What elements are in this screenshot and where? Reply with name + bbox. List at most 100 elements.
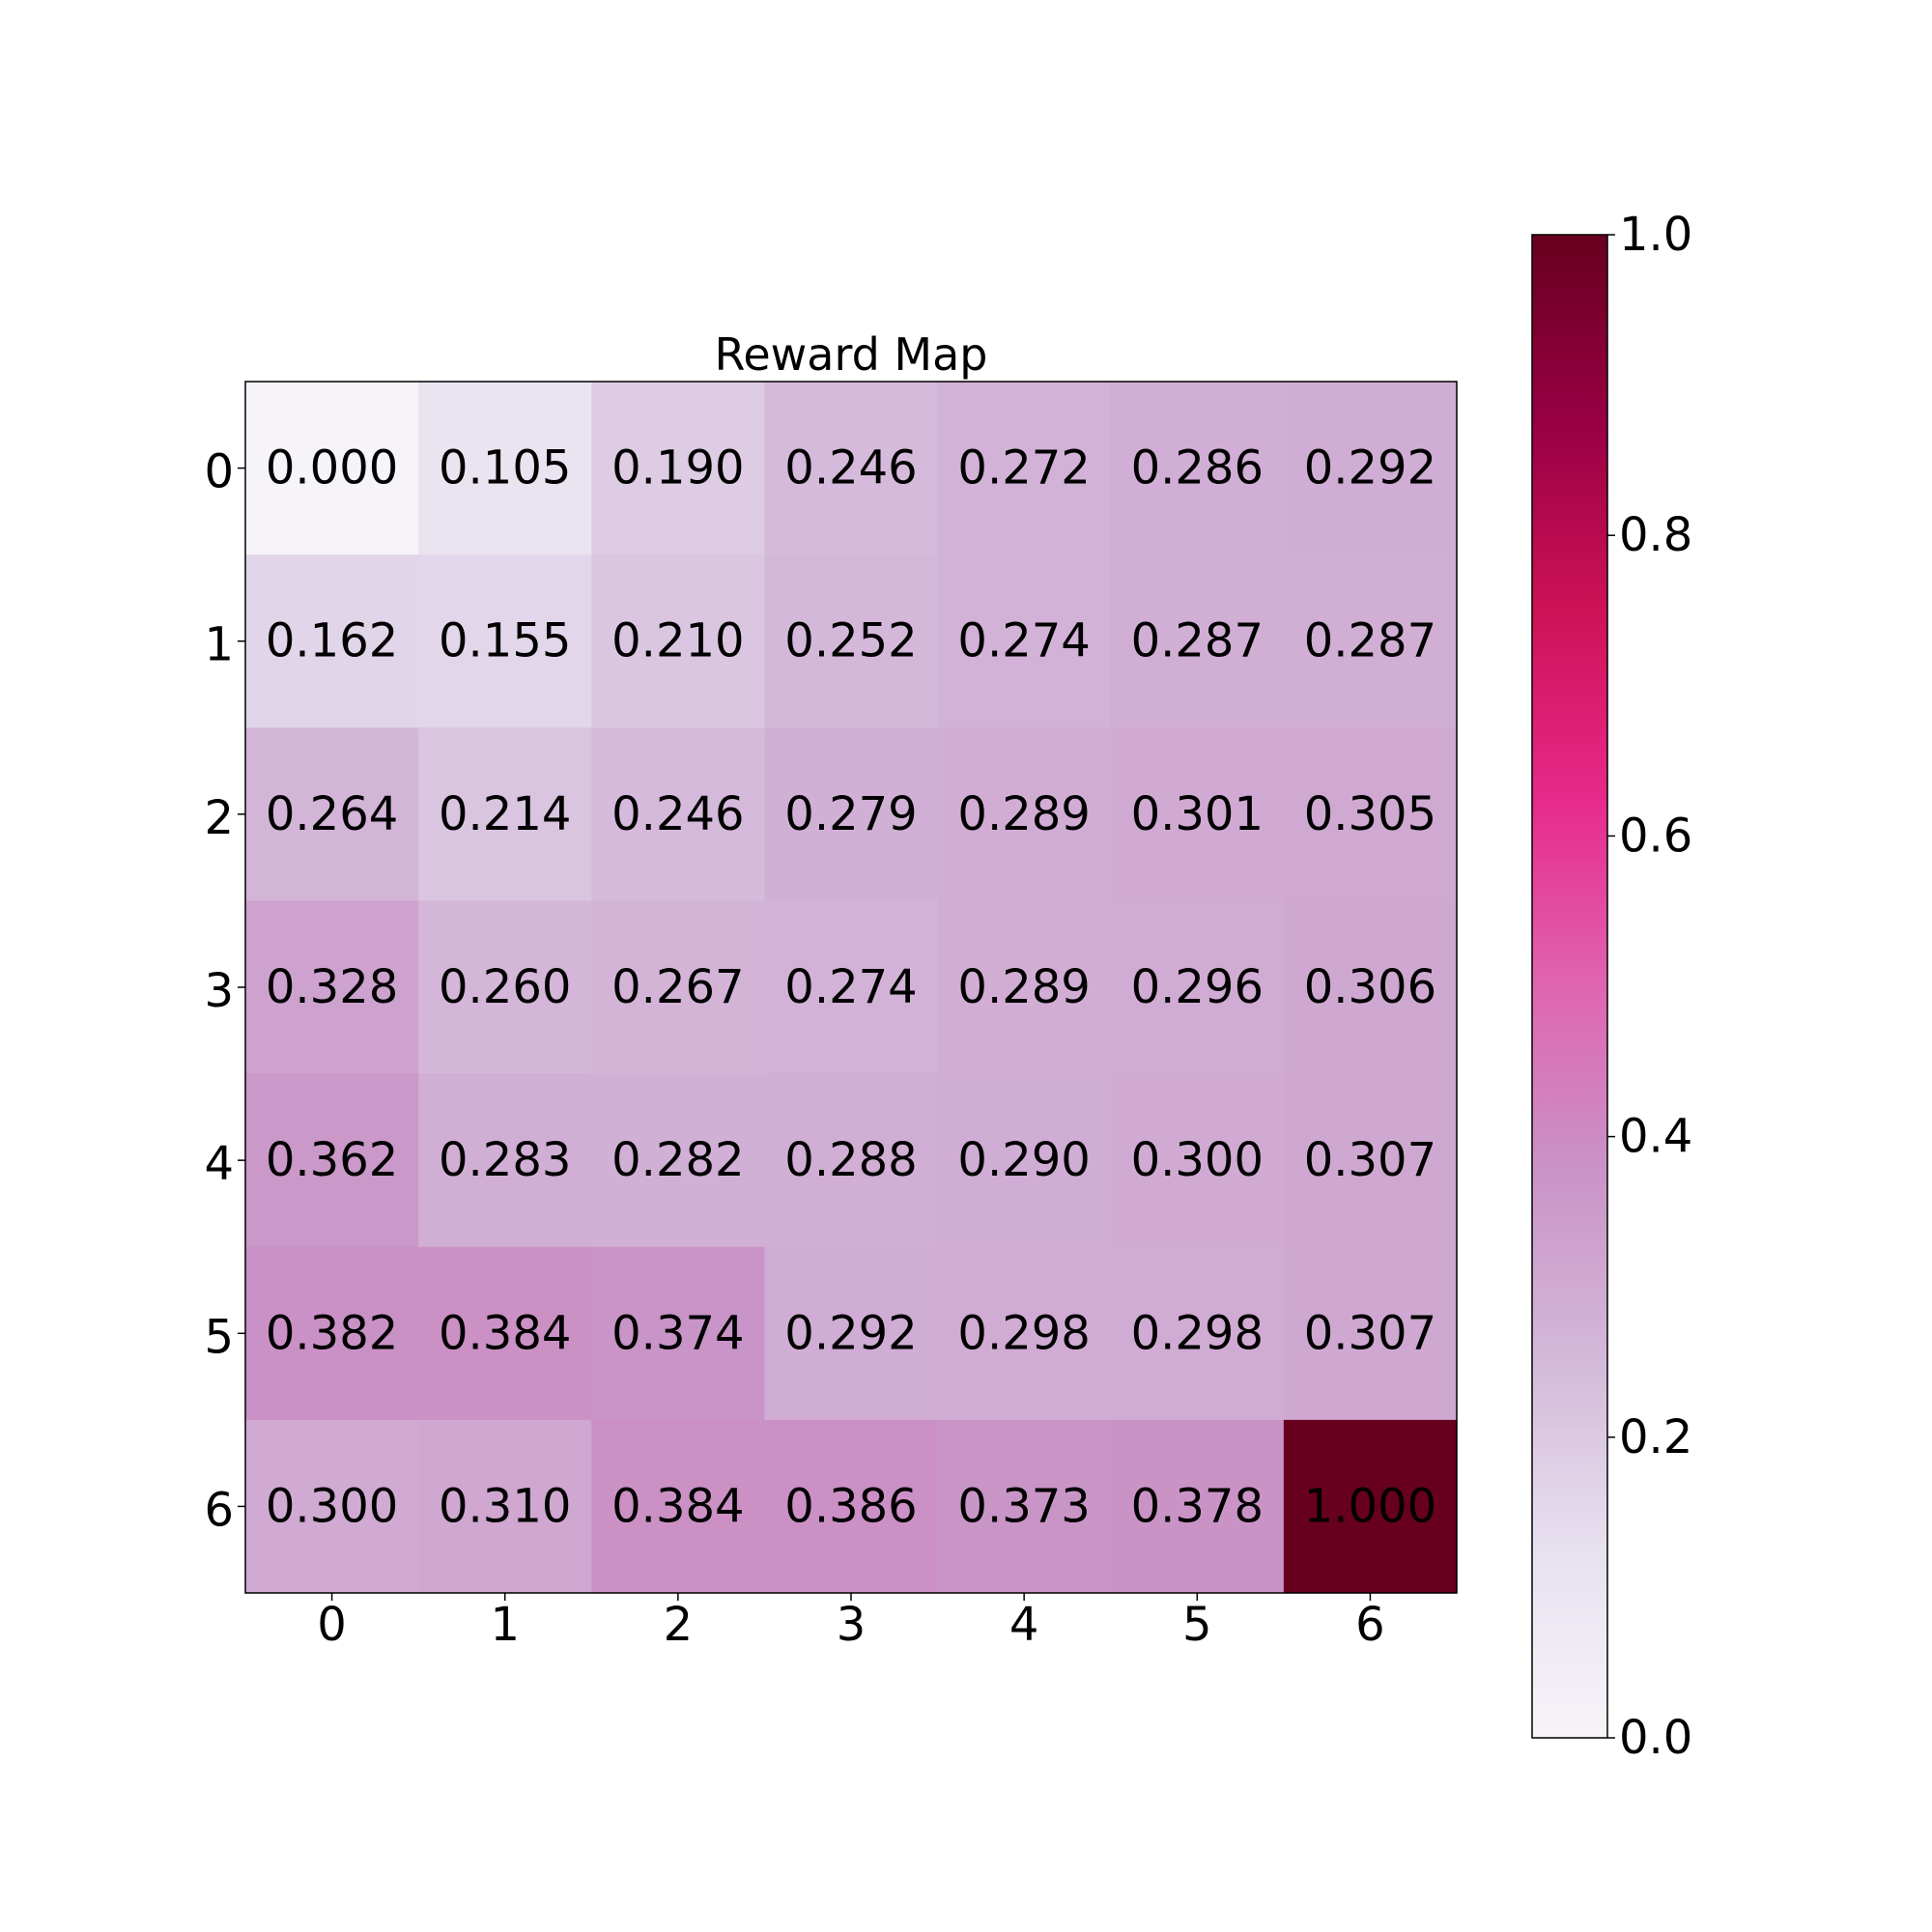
- heatmap-cell: [937, 554, 1112, 728]
- heatmap-cell: [1283, 382, 1458, 555]
- cell-value-label: 0.252: [784, 614, 917, 668]
- heatmap-cell: [1110, 382, 1285, 555]
- heatmap-cell: [1283, 554, 1458, 728]
- heatmap-cell: [245, 1419, 419, 1594]
- cell-value-label: 0.000: [266, 441, 398, 496]
- x-tick-label: 1: [490, 1598, 520, 1652]
- heatmap-cell: [937, 900, 1112, 1075]
- cell-value-label: 0.382: [266, 1306, 398, 1360]
- heatmap-cell: [937, 1246, 1112, 1421]
- cell-value-label: 0.289: [957, 960, 1090, 1014]
- colorbar-tick-label: 0.6: [1619, 809, 1692, 863]
- colorbar: 0.0 0.2 0.4 0.6 0.8 1.0: [1531, 208, 1692, 1765]
- heatmap-cell: [245, 900, 419, 1075]
- cell-value-label: 0.384: [439, 1306, 571, 1360]
- colorbar-tick-label: 0.8: [1619, 508, 1692, 562]
- heatmap-cell: [764, 554, 939, 728]
- heatmap-cell: [245, 554, 419, 728]
- cell-value-label: 0.267: [611, 960, 744, 1014]
- heatmap-cell: [1283, 1073, 1458, 1248]
- cell-value-label: 0.190: [611, 441, 744, 496]
- cell-value-label: 0.283: [439, 1133, 571, 1187]
- heatmap-cell: [418, 1246, 592, 1421]
- heatmap-cell: [764, 727, 939, 902]
- heatmap-cell: [591, 900, 766, 1075]
- heatmap-cell: [1283, 727, 1458, 902]
- cell-value-label: 0.300: [266, 1479, 398, 1533]
- chart-title: Reward Map: [714, 328, 987, 381]
- cell-value-label: 0.105: [439, 441, 571, 496]
- cell-value-label: 0.362: [266, 1133, 398, 1187]
- y-tick-label: 6: [204, 1483, 234, 1537]
- x-tick-label: 2: [664, 1598, 694, 1652]
- cell-value-label: 0.274: [957, 614, 1090, 668]
- heatmap-cell: [1110, 1419, 1285, 1594]
- cell-value-label: 0.246: [611, 787, 744, 841]
- cell-value-label: 0.246: [784, 441, 917, 496]
- heatmap-cell: [937, 1073, 1112, 1248]
- y-tick-label: 1: [204, 618, 234, 672]
- heatmap-cell: [591, 1246, 766, 1421]
- heatmap-cell: [1110, 1073, 1285, 1248]
- heatmap-cell: [1110, 554, 1285, 728]
- heatmap-cell: [937, 382, 1112, 555]
- cell-value-label: 0.260: [439, 960, 571, 1014]
- cell-value-label: 0.374: [611, 1306, 744, 1360]
- cell-value-label: 0.286: [1131, 441, 1264, 496]
- heatmap-cell-labels: 0.000 0.105 0.190 0.246 0.272 0.286 0.292 0.162…: [266, 441, 1436, 1534]
- heatmap-cell: [591, 1073, 766, 1248]
- colorbar-tick-label: 0.2: [1619, 1410, 1692, 1464]
- heatmap-cell: [764, 1419, 939, 1594]
- cell-value-label: 0.279: [784, 787, 917, 841]
- y-axis-ticks: 0 1 2 3 4 5 6: [204, 445, 245, 1537]
- cell-value-label: 0.292: [1304, 441, 1436, 496]
- cell-value-label: 0.306: [1304, 960, 1436, 1014]
- y-tick-label: 3: [204, 964, 234, 1018]
- x-tick-label: 6: [1355, 1598, 1385, 1652]
- cell-value-label: 0.282: [611, 1133, 744, 1187]
- cell-value-label: 0.272: [957, 441, 1090, 496]
- heatmap-cell: [591, 727, 766, 902]
- heatmap-cell: [1283, 1419, 1458, 1594]
- x-tick-label: 0: [317, 1598, 347, 1652]
- heatmap-cell: [764, 1073, 939, 1248]
- heatmap-cell: [1283, 1246, 1458, 1421]
- cell-value-label: 0.155: [439, 614, 571, 668]
- heatmap-cell: [418, 1419, 592, 1594]
- heatmap-cell: [1110, 900, 1285, 1075]
- cell-value-label: 0.300: [1131, 1133, 1264, 1187]
- heatmap-cell: [591, 382, 766, 555]
- colorbar-tick-label: 0.4: [1619, 1110, 1692, 1164]
- cell-value-label: 0.274: [784, 960, 917, 1014]
- heatmap-cell: [418, 900, 592, 1075]
- cell-value-label: 0.386: [784, 1479, 917, 1533]
- heatmap-cell: [418, 554, 592, 728]
- x-tick-label: 3: [837, 1598, 867, 1652]
- heatmap-cell: [245, 382, 419, 555]
- heatmap-cells: [245, 382, 1458, 1594]
- heatmap-cell: [245, 727, 419, 902]
- heatmap-cell: [764, 1246, 939, 1421]
- cell-value-label: 0.296: [1131, 960, 1264, 1014]
- heatmap-cell: [245, 1246, 419, 1421]
- cell-value-label: 0.384: [611, 1479, 744, 1533]
- heatmap-cell: [937, 1419, 1112, 1594]
- cell-value-label: 0.264: [266, 787, 398, 841]
- cell-value-label: 0.287: [1304, 614, 1436, 668]
- y-tick-label: 2: [204, 791, 234, 845]
- cell-value-label: 0.214: [439, 787, 571, 841]
- heatmap-cell: [418, 1073, 592, 1248]
- cell-value-label: 0.307: [1304, 1133, 1436, 1187]
- x-tick-label: 4: [1009, 1598, 1039, 1652]
- cell-value-label: 0.305: [1304, 787, 1436, 841]
- heatmap-cell: [245, 1073, 419, 1248]
- cell-value-label: 0.378: [1131, 1479, 1264, 1533]
- heatmap-cell: [418, 382, 592, 555]
- cell-value-label: 0.292: [784, 1306, 917, 1360]
- x-tick-label: 5: [1182, 1598, 1212, 1652]
- colorbar-tick-label: 1.0: [1619, 208, 1692, 262]
- y-tick-label: 5: [204, 1310, 234, 1364]
- cell-value-label: 0.287: [1131, 614, 1264, 668]
- heatmap-cell: [937, 727, 1112, 902]
